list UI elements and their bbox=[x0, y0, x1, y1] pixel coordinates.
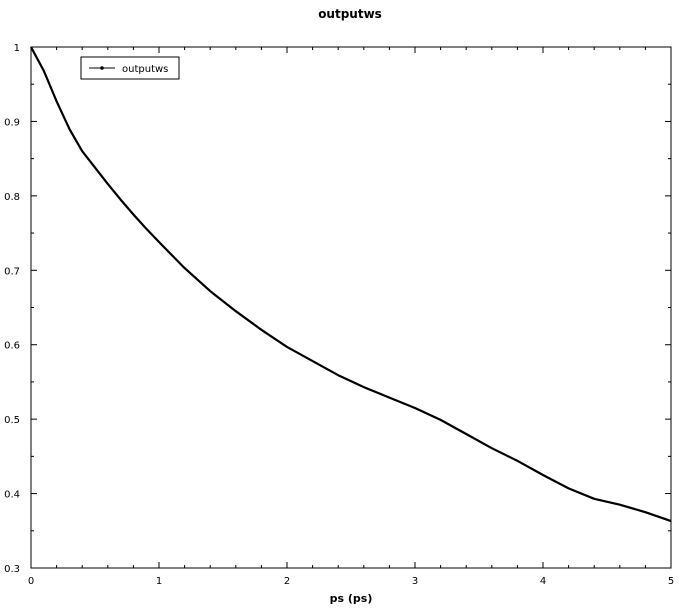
x-tick-label: 3 bbox=[412, 576, 418, 587]
x-tick-label: 0 bbox=[28, 576, 34, 587]
x-tick-label: 1 bbox=[156, 576, 162, 587]
legend-box bbox=[80, 56, 180, 80]
x-axis-label: ps (ps) bbox=[330, 592, 373, 605]
y-tick-label: 0.9 bbox=[4, 117, 20, 128]
y-tick-label: 0.6 bbox=[4, 341, 20, 352]
y-tick-label: 1 bbox=[14, 43, 20, 54]
series-line-outputws bbox=[30, 46, 672, 523]
y-tick-label: 0.4 bbox=[4, 490, 20, 501]
y-tick-label: 0.8 bbox=[4, 192, 20, 203]
y-tick-label: 0.5 bbox=[4, 415, 20, 426]
x-tick-label: 2 bbox=[284, 576, 290, 587]
axis-tick-labels: 0 1 2 3 4 5 0.3 0.4 0.5 0.6 0.7 0.8 0.9 1 bbox=[4, 43, 674, 587]
x-tick-label: 4 bbox=[540, 576, 546, 587]
legend-label-outputws: outputws bbox=[122, 64, 168, 75]
y-tick-label: 0.7 bbox=[4, 266, 20, 277]
legend-marker bbox=[100, 66, 104, 70]
chart-title: outputws bbox=[318, 7, 382, 21]
axis-ticks bbox=[30, 46, 672, 569]
legend: outputws bbox=[80, 56, 180, 80]
y-tick-label: 0.3 bbox=[4, 564, 20, 575]
x-tick-label: 5 bbox=[668, 576, 674, 587]
